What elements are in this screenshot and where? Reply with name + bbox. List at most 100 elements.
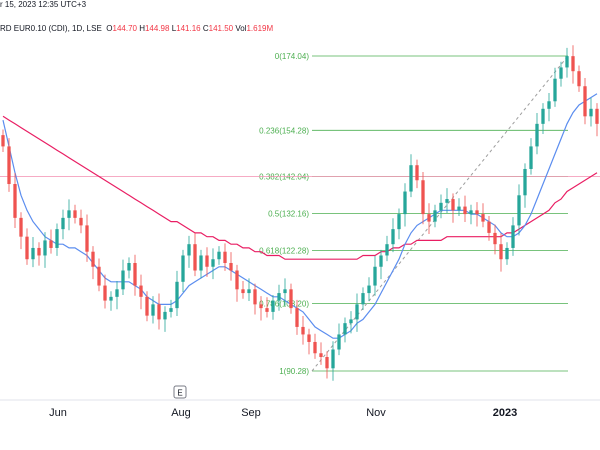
candle-body [523, 168, 527, 196]
candle-body [421, 180, 425, 215]
candle-body [535, 123, 539, 147]
candle [271, 294, 275, 320]
candle [283, 278, 287, 306]
candle-body [565, 56, 569, 68]
candle-body [445, 199, 449, 203]
candle [43, 232, 47, 268]
x-axis: Jun Aug Sep Nov 2023 [49, 407, 517, 419]
candle-body [415, 165, 419, 181]
candle-body [289, 289, 293, 309]
candle-body [157, 304, 161, 320]
candle [529, 138, 533, 175]
candle-body [259, 304, 263, 309]
candle [13, 173, 17, 229]
candle-body [487, 221, 491, 233]
candle [595, 103, 599, 137]
candle [313, 333, 317, 359]
candle [205, 247, 209, 277]
candle-body [19, 217, 23, 237]
candle-body [319, 353, 323, 358]
candle [421, 171, 425, 225]
candle [511, 217, 515, 256]
candle [361, 287, 365, 311]
candle [385, 235, 389, 262]
candle [535, 112, 539, 155]
moving-average-slow [2, 115, 598, 260]
earnings-marker[interactable]: E [173, 385, 187, 399]
candle [85, 214, 89, 262]
candle [559, 61, 563, 87]
candle-body [205, 255, 209, 267]
candle-body [499, 244, 503, 260]
candle-body [91, 251, 95, 267]
candle [583, 77, 587, 125]
candle-body [337, 334, 341, 350]
fib-trend-line[interactable] [311, 55, 569, 372]
earnings-marker-label: E [177, 389, 182, 398]
candle [115, 281, 119, 310]
candle-body [13, 184, 17, 218]
ohlc-legend: RD EUR0.10 (CDI), 1D, LSE O144.70 H144.9… [0, 24, 273, 33]
symbol-fragment: RD EUR0.10 (CDI), 1D, LSE [0, 24, 102, 33]
candle-body [97, 266, 101, 286]
candle [265, 297, 269, 318]
candle [97, 258, 101, 292]
candle [391, 218, 395, 253]
candle-body [439, 202, 443, 211]
candle-body [343, 323, 347, 335]
candle [157, 293, 161, 330]
candle-body [577, 71, 581, 87]
candle-body [241, 289, 245, 294]
x-tick-label: Aug [171, 407, 191, 419]
candle [175, 270, 179, 317]
candle [91, 246, 95, 280]
candle [79, 209, 83, 234]
candle [481, 203, 485, 228]
candle-body [79, 217, 83, 226]
candle [367, 277, 371, 301]
candle [523, 163, 527, 208]
candle [193, 233, 197, 277]
candle [325, 351, 329, 379]
candle-body [103, 285, 107, 301]
candle-body [379, 255, 383, 267]
candle-body [325, 357, 329, 369]
x-tick-label: 2023 [493, 407, 517, 419]
candle-body [247, 289, 251, 294]
volume-value: 1.619M [246, 24, 274, 33]
high-value: 144.98 [144, 24, 170, 33]
candle-body [133, 262, 137, 286]
candle [235, 264, 239, 302]
candle [163, 306, 167, 332]
candle [343, 317, 347, 343]
fib-level-label-5: 0.786(108.20) [259, 300, 309, 309]
candle [217, 246, 221, 265]
candle-body [427, 214, 431, 222]
candle [457, 198, 461, 216]
candle [229, 252, 233, 281]
candle-body [55, 229, 59, 248]
candle-body [571, 56, 575, 72]
open-label: O [106, 24, 113, 33]
candle-body [229, 262, 233, 271]
candle-body [169, 308, 173, 312]
candle [169, 299, 173, 318]
candle-body [373, 266, 377, 286]
fibonacci-retracement[interactable]: 0(174.04) 0.236(154.28) 0.382(142.04) 0.5(1… [259, 52, 568, 376]
candle [499, 233, 503, 272]
candle-body [451, 199, 455, 211]
candle-body [127, 262, 131, 271]
candle-body [583, 86, 587, 117]
close-label: C [202, 24, 209, 33]
candle-body [493, 232, 497, 245]
candle-body [481, 214, 485, 222]
candle [61, 209, 65, 240]
candle [289, 283, 293, 314]
fib-level-label-1: 0.236(154.28) [259, 126, 309, 135]
candle-body [349, 319, 353, 324]
candlestick-series [1, 45, 599, 381]
candle-body [541, 108, 545, 124]
fib-level-label-0: 0(174.04) [275, 52, 310, 61]
candle [37, 242, 41, 266]
